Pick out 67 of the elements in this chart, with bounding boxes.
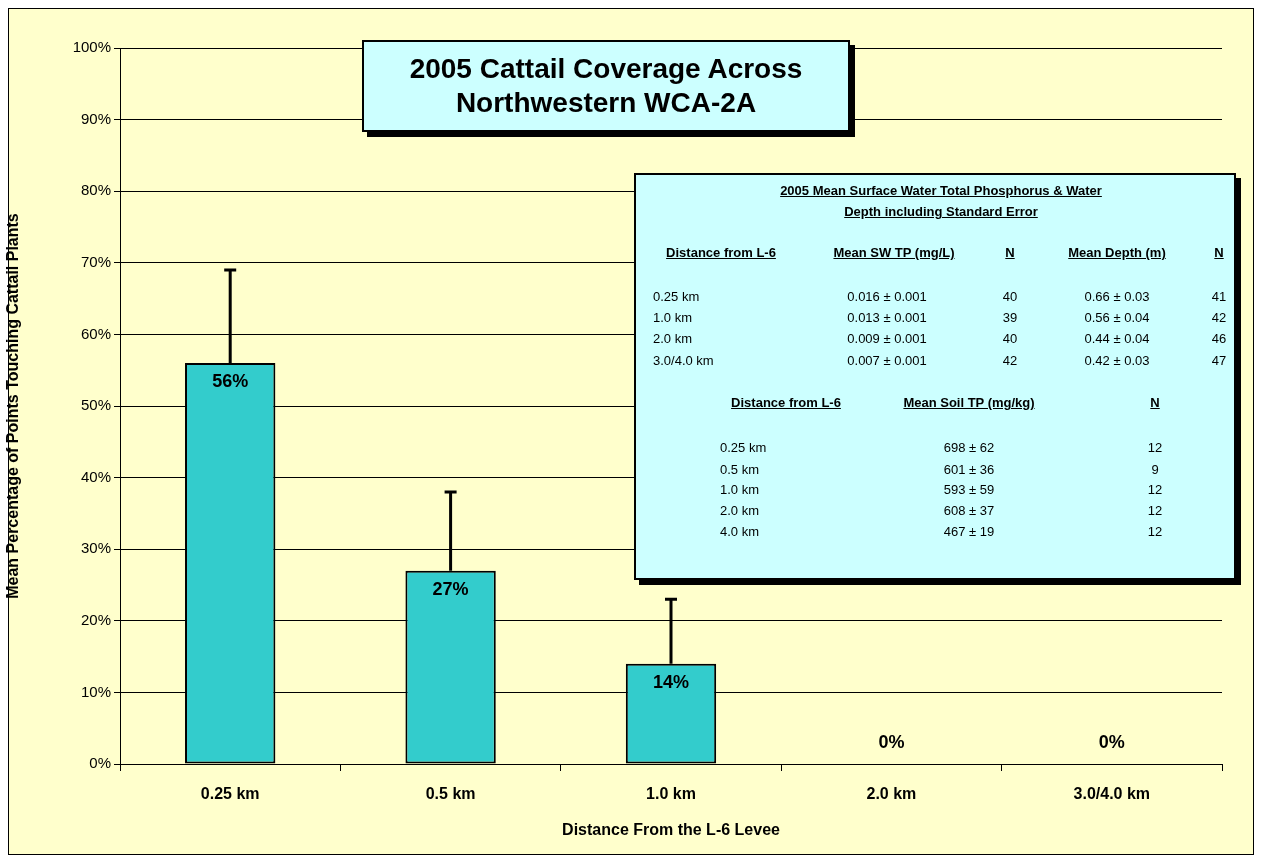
data-label: 56% bbox=[212, 371, 249, 392]
annotation: 46 bbox=[1211, 331, 1227, 346]
annotation: 40 bbox=[1002, 331, 1018, 346]
y-tick-label: 50% bbox=[80, 396, 111, 414]
annotation: 0.56 ± 0.04 bbox=[1084, 310, 1150, 325]
annotation: 1.0 km bbox=[653, 310, 693, 325]
y-tick-label: 80% bbox=[80, 181, 111, 199]
annotation: 0.016 ± 0.001 bbox=[847, 289, 927, 304]
annotation: 0.007 ± 0.001 bbox=[847, 353, 927, 368]
annotation: 2.0 km bbox=[720, 503, 760, 518]
annotation: 47 bbox=[1211, 353, 1227, 368]
x-tick-label: 0.25 km bbox=[200, 785, 260, 803]
data-label: 14% bbox=[652, 671, 690, 692]
annotation: 42 bbox=[1002, 353, 1018, 368]
y-tick-label: 10% bbox=[80, 682, 111, 700]
annotation: 3.0/4.0 km bbox=[653, 353, 714, 368]
annotation: Mean Soil TP (mg/kg) bbox=[903, 395, 1035, 410]
annotation: Mean Depth (m) bbox=[1068, 245, 1166, 260]
annotation: 0.013 ± 0.001 bbox=[847, 310, 927, 325]
annotation: N bbox=[1005, 245, 1015, 260]
annotation: 12 bbox=[1147, 482, 1163, 497]
annotation: 0.5 km bbox=[720, 462, 760, 477]
annotation: 42 bbox=[1211, 310, 1227, 325]
annotation: 4.0 km bbox=[720, 524, 760, 539]
x-tick-label: 1.0 km bbox=[646, 785, 696, 803]
x-tick-label: 0.5 km bbox=[425, 785, 476, 803]
annotation: 0.66 ± 0.03 bbox=[1084, 289, 1150, 304]
y-tick-label: 90% bbox=[80, 109, 111, 127]
annotation: Distance from L-6 bbox=[731, 395, 841, 410]
annotation: 1.0 km bbox=[720, 482, 760, 497]
annotation: 0.25 km bbox=[720, 440, 767, 455]
annotation: 601 ± 36 bbox=[943, 462, 995, 477]
data-label: 0% bbox=[878, 731, 905, 752]
y-tick-label: 20% bbox=[80, 610, 111, 628]
data-label: 27% bbox=[432, 578, 469, 599]
y-tick-label: 40% bbox=[80, 467, 111, 485]
annotation: 608 ± 37 bbox=[943, 503, 995, 518]
annotation: 39 bbox=[1002, 310, 1018, 325]
annotation: 12 bbox=[1147, 440, 1163, 455]
y-tick-label: 30% bbox=[80, 539, 111, 557]
annotation: N bbox=[1214, 245, 1224, 260]
annotation: 593 ± 59 bbox=[943, 482, 995, 497]
y-tick-label: 70% bbox=[80, 252, 111, 270]
y-tick-label: 100% bbox=[72, 38, 111, 56]
annotation: 0.42 ± 0.03 bbox=[1084, 353, 1150, 368]
annotation: 2.0 km bbox=[653, 331, 693, 346]
annotation: 0.44 ± 0.04 bbox=[1084, 331, 1150, 346]
annotation: 0.25 km bbox=[653, 289, 700, 304]
annotation: 12 bbox=[1147, 524, 1163, 539]
y-axis-title: Mean Percentage of Points Touching Cattail Plants bbox=[4, 213, 22, 599]
x-axis-title: Distance From the L-6 Levee bbox=[562, 820, 781, 838]
y-tick-label: 0% bbox=[89, 754, 111, 772]
annotation: 698 ± 62 bbox=[943, 440, 995, 455]
x-tick-label: 2.0 km bbox=[866, 785, 917, 803]
annotation: 12 bbox=[1147, 503, 1163, 518]
annotation: 2005 Mean Surface Water Total Phosphorus & Water Depth including Standard Error bbox=[779, 182, 1103, 221]
annotation: 40 bbox=[1002, 289, 1018, 304]
annotation: Mean SW TP (mg/L) bbox=[833, 245, 955, 260]
y-tick-label: 60% bbox=[80, 324, 111, 342]
annotation: Distance from L-6 bbox=[666, 245, 776, 260]
annotation: N bbox=[1150, 395, 1160, 410]
annotation: 0.009 ± 0.001 bbox=[847, 331, 927, 346]
annotation: 9 bbox=[1151, 462, 1159, 477]
x-tick-label: 3.0/4.0 km bbox=[1073, 785, 1151, 803]
data-label: 0% bbox=[1098, 731, 1125, 752]
annotation: 467 ± 19 bbox=[943, 524, 995, 539]
annotation: 41 bbox=[1211, 289, 1227, 304]
